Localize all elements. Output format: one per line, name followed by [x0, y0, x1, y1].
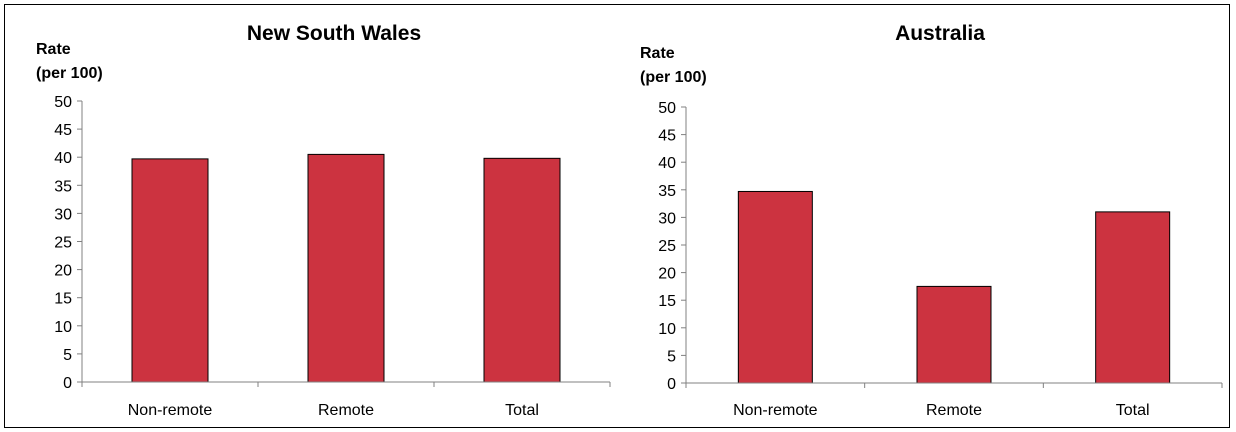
chart-australia: Australia Rate (per 100) 0 5 10 15 20 25 30 35 4…	[640, 22, 1223, 419]
x-tick-label: Remote	[926, 402, 982, 419]
y-tick-label: 0	[667, 376, 676, 393]
x-tick-labels: Non-remote Remote Total	[733, 402, 1149, 419]
chart-new-south-wales: New South Wales Rate (per 100) 0 5 10 15 20 2…	[36, 22, 611, 419]
y-tick-label: 40	[54, 150, 72, 167]
x-tick-label: Total	[1116, 402, 1150, 419]
y-tick-label: 25	[54, 235, 72, 252]
y-tick-label: 10	[658, 321, 676, 338]
y-tick-label: 40	[658, 155, 676, 172]
chart-title: Australia	[895, 22, 985, 45]
y-tick-label: 20	[54, 263, 72, 280]
y-tick-label: 15	[54, 291, 72, 308]
y-tick-label: 45	[658, 128, 676, 145]
y-tick-label: 50	[54, 94, 72, 111]
y-tick-marks	[77, 100, 611, 387]
bar-non-remote	[737, 190, 813, 384]
bar-remote	[916, 285, 992, 384]
x-tick-label: Remote	[318, 402, 374, 419]
y-tick-label: 10	[54, 319, 72, 336]
x-tick-label: Total	[505, 402, 539, 419]
x-tick-label: Non-remote	[128, 402, 213, 419]
chart-title: New South Wales	[247, 22, 421, 45]
bar-total	[483, 157, 561, 383]
bars	[131, 153, 561, 383]
y-tick-labels: 0 5 10 15 20 25 30 35 40 45 50	[658, 100, 676, 393]
y-tick-label: 30	[54, 206, 72, 223]
y-tick-labels: 0 5 10 15 20 25 30 35 40 45 50	[54, 94, 72, 392]
bars	[737, 190, 1171, 384]
y-axis-label-line-2: (per 100)	[640, 69, 707, 86]
y-tick-label: 25	[658, 238, 676, 255]
y-tick-label: 35	[658, 183, 676, 200]
y-tick-label: 0	[63, 375, 72, 392]
y-tick-label: 50	[658, 100, 676, 117]
y-tick-label: 30	[658, 210, 676, 227]
x-tick-label: Non-remote	[733, 402, 818, 419]
y-tick-marks	[681, 106, 1223, 388]
y-axis-label-line-1: Rate	[640, 45, 675, 62]
y-tick-label: 35	[54, 178, 72, 195]
y-tick-label: 5	[63, 347, 72, 364]
y-tick-label: 45	[54, 122, 72, 139]
bar-remote	[307, 153, 385, 383]
y-axis-label-line-2: (per 100)	[36, 65, 103, 82]
y-tick-label: 5	[667, 348, 676, 365]
y-axis-label-line-1: Rate	[36, 41, 71, 58]
y-tick-label: 15	[658, 293, 676, 310]
bar-total	[1095, 211, 1171, 384]
bar-non-remote	[131, 158, 209, 383]
x-tick-labels: Non-remote Remote Total	[128, 402, 539, 419]
y-tick-label: 20	[658, 266, 676, 283]
